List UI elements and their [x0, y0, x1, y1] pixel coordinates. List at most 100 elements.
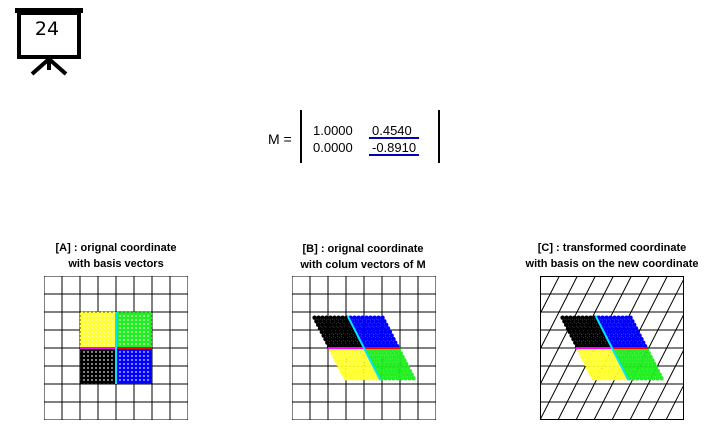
data-point — [327, 329, 333, 335]
data-point — [602, 358, 607, 363]
data-point — [606, 358, 611, 363]
data-point — [119, 323, 125, 329]
data-point — [325, 326, 331, 331]
data-point — [336, 315, 341, 320]
data-point — [79, 367, 85, 373]
data-point — [369, 326, 375, 331]
data-point — [583, 336, 588, 342]
data-point — [339, 322, 345, 328]
data-point — [83, 339, 89, 345]
data-point — [147, 339, 153, 345]
data-point — [340, 354, 345, 360]
data-point — [599, 336, 604, 342]
data-point — [353, 365, 359, 370]
data-point — [607, 368, 613, 374]
data-point — [353, 372, 358, 377]
data-point — [383, 368, 389, 374]
data-point — [604, 354, 609, 360]
panel-b-title-line1: [B] : orignal coordinate — [302, 243, 424, 255]
data-point — [99, 359, 105, 365]
data-point — [363, 376, 368, 381]
data-point — [127, 367, 133, 373]
matrix-label: M = — [268, 131, 292, 147]
data-point — [619, 322, 625, 328]
data-point — [613, 372, 618, 377]
data-point — [603, 368, 609, 374]
matrix-cell-r2c2: -0.8910 — [372, 140, 417, 155]
data-point — [131, 327, 137, 333]
data-point — [589, 365, 595, 370]
data-point — [87, 367, 93, 373]
data-point — [397, 372, 402, 377]
data-point — [401, 365, 407, 370]
data-point — [83, 379, 89, 385]
data-point — [329, 326, 335, 331]
data-point — [139, 311, 145, 317]
data-point — [371, 329, 377, 335]
data-point — [139, 331, 145, 337]
data-point — [383, 336, 388, 342]
data-point — [79, 319, 85, 325]
data-point — [611, 322, 617, 328]
data-point — [649, 372, 654, 377]
data-point — [567, 329, 573, 335]
data-point — [575, 322, 581, 328]
projector-screen-icon — [15, 8, 83, 76]
data-point — [335, 329, 341, 335]
data-point — [588, 354, 593, 360]
data-point — [614, 319, 619, 324]
data-point — [617, 340, 622, 345]
data-point — [139, 359, 145, 365]
data-point — [623, 322, 629, 328]
data-point — [618, 351, 623, 356]
data-point — [368, 315, 373, 320]
data-point — [589, 340, 594, 345]
data-point — [119, 355, 125, 361]
data-point — [599, 376, 604, 381]
data-point — [371, 322, 377, 328]
data-point — [107, 311, 113, 317]
data-point — [651, 376, 656, 381]
data-point — [331, 322, 337, 328]
data-point — [586, 351, 591, 356]
data-point — [599, 368, 605, 374]
data-point — [382, 351, 387, 356]
data-point — [347, 368, 353, 374]
data-point — [91, 351, 97, 357]
data-point — [374, 319, 379, 324]
data-point — [591, 361, 597, 367]
data-point — [585, 326, 591, 331]
data-point — [127, 339, 133, 345]
data-point — [87, 327, 93, 333]
data-point — [604, 315, 609, 320]
data-point — [135, 315, 141, 321]
data-point — [586, 319, 591, 324]
data-point — [318, 319, 323, 324]
data-point — [95, 327, 101, 333]
data-point — [593, 365, 599, 370]
data-point — [325, 333, 330, 338]
data-point — [331, 329, 337, 335]
data-point — [83, 335, 89, 341]
data-point — [317, 326, 323, 331]
data-point — [107, 371, 113, 377]
data-point — [392, 354, 397, 360]
data-point — [615, 336, 620, 342]
data-point — [147, 319, 153, 325]
data-point — [352, 354, 357, 360]
data-point — [400, 354, 405, 360]
data-point — [103, 323, 109, 329]
data-point — [613, 365, 619, 370]
data-point — [391, 368, 397, 374]
data-point — [328, 315, 333, 320]
data-point — [356, 354, 361, 360]
data-point — [648, 354, 653, 360]
data-point — [358, 351, 363, 356]
data-point — [147, 355, 153, 361]
data-point — [369, 340, 374, 345]
data-point — [147, 315, 153, 321]
data-point — [103, 355, 109, 361]
data-point — [91, 331, 97, 337]
data-point — [602, 351, 607, 356]
data-point — [381, 326, 387, 331]
